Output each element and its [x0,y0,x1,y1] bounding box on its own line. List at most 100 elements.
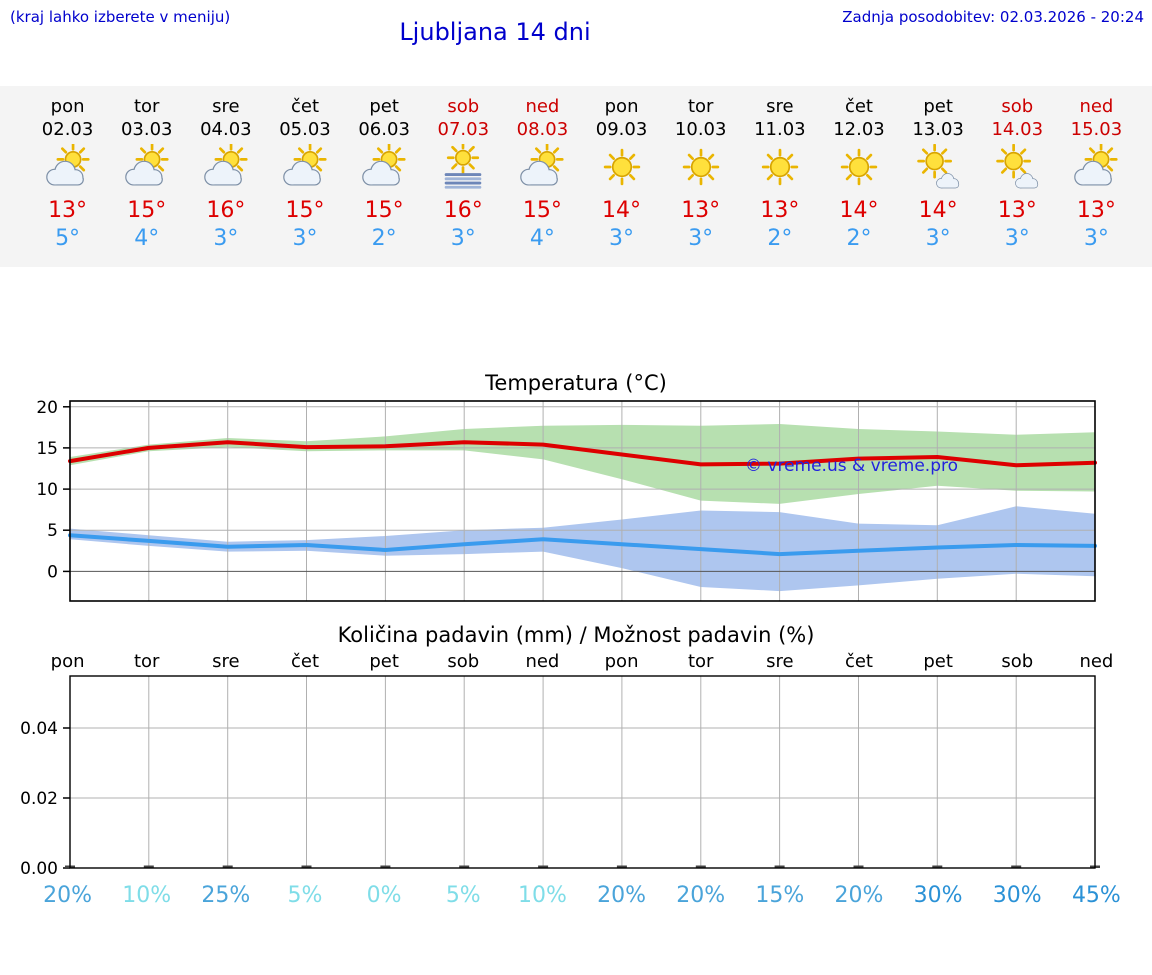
sun-cloud-icon [283,142,327,186]
day-name: čet [844,96,873,117]
forecast-strip: pon 02.03 13° 5° tor 03.03 15° 4° sre 04.03 16° 3° č… [0,86,1152,267]
precipitation-chart: 0.00 0.02 0.04 [20,675,1100,877]
day-date: 13.03 [912,119,964,140]
day-date: 12.03 [833,119,885,140]
precip-day-label: sre [212,651,240,672]
precip-zero-bar [143,865,154,868]
forecast-day-column: pon 09.03 14° 3° [582,96,661,251]
weather-icon-cell [978,143,1057,192]
temp-max: 13° [1076,198,1116,223]
sun-cloud-icon [204,142,248,186]
day-name: sob [447,96,480,117]
top-bar: (kraj lahko izberete v meniju) Ljubljana… [0,0,1152,52]
temp-max: 15° [364,198,404,223]
page-title: Ljubljana 14 dni [399,18,591,46]
forecast-day-column: sob 14.03 13° 3° [978,96,1057,251]
precip-day-label: sob [447,651,480,672]
precip-zero-bar [459,865,470,868]
temp-min: 4° [529,226,555,251]
precip-zero-bar [222,865,233,868]
temp-min: 5° [55,226,81,251]
max-temperature-range-band [70,424,1095,504]
temperature-chart-title: Temperatura (°C) [485,371,667,395]
sun-cloud-icon [45,142,90,186]
weather-icon-cell [740,144,819,192]
day-date: 02.03 [41,119,94,140]
temp-min: 2° [371,226,397,251]
watermark-link[interactable]: © vreme.us & vreme.pro [745,456,958,476]
precip-zero-bar [853,865,864,868]
precip-day-label: ned [1079,651,1114,672]
precip-probability: 5% [287,883,323,908]
precip-zero-bar [380,865,391,868]
precip-zero-bar [774,865,785,868]
precip-day-label: sre [766,651,794,672]
sun-cloud-icon [362,142,406,186]
precip-day-label: tor [133,651,160,672]
precipitation-chart-title: Količina padavin (mm) / Možnost padavin … [337,623,815,647]
precip-probability: 20% [597,883,646,908]
sun-icon [603,148,640,186]
temp-min: 3° [925,226,951,251]
precip-probability: 10% [122,883,172,908]
temp-max: 13° [997,198,1037,223]
precip-day-label: pet [923,651,953,672]
day-name: ned [525,96,560,117]
precip-day-label: sob [1001,651,1034,672]
day-date: 08.03 [516,119,569,140]
temp-min: 3° [609,226,635,251]
temp-min: 4° [134,226,160,251]
forecast-day-column: sre 11.03 13° 2° [740,96,819,251]
weather-icon-cell [582,144,661,192]
precip-zero-bar [616,865,627,868]
day-date: 09.03 [595,119,648,140]
weather-icon-cell [345,142,424,192]
precip-probability: 20% [676,883,726,908]
sun-small-cloud-icon [917,143,960,189]
temp-min: 3° [213,226,239,251]
temp-min: 3° [688,226,714,251]
weather-icon-cell [661,144,740,192]
precip-probability: 20% [43,883,93,908]
precipitation-probability-row: 20% 10% 25% 5% 0% 5% 10% 20% 20% 15% 20% 30% 30% 45% [0,883,1152,908]
precip-zero-bar [301,865,312,868]
temp-ytick-label: 0 [47,562,58,582]
day-date: 06.03 [358,119,410,140]
temp-ytick-label: 20 [36,398,58,418]
temp-max: 13° [760,198,800,223]
sun-cloud-icon [1074,142,1118,186]
day-name: sre [212,96,240,117]
weather-icon-cell [819,144,898,192]
sun-cloud-icon [124,142,169,186]
temp-max: 14° [839,198,879,223]
temp-min: 3° [1004,226,1030,251]
forecast-day-column: tor 10.03 13° 3° [661,96,740,251]
sun-icon [761,148,799,186]
day-name: ned [1079,96,1114,117]
temp-min: 3° [450,226,476,251]
weather-icon-cell [899,143,978,192]
precip-day-label: pon [50,651,85,672]
precip-probability: 45% [1071,883,1121,908]
min-temperature-range-band [70,506,1095,592]
day-name: sob [1001,96,1034,117]
weather-icon-cell [503,142,582,192]
precip-ytick-label: 0.00 [20,859,58,877]
weather-icon-cell [186,142,265,192]
precip-day-label: tor [687,651,714,672]
day-date: 05.03 [279,119,331,140]
precip-day-label: čet [844,651,873,672]
sun-icon [840,148,878,186]
temp-max: 15° [285,198,325,223]
precip-zero-bar [695,865,706,868]
forecast-day-column: sre 04.03 16° 3° [186,96,265,251]
last-updated: Zadnja posodobitev: 02.03.2026 - 20:24 [842,8,1144,26]
precip-probability: 0% [366,883,402,908]
precip-probability: 25% [201,883,251,908]
forecast-day-column: tor 03.03 15° 4° [107,96,186,251]
forecast-day-column: pon 02.03 13° 5° [28,96,107,251]
precip-ytick-label: 0.04 [20,719,58,739]
sun-cloud-icon [520,142,565,186]
temp-max: 16° [206,198,246,223]
weather-icon-cell [1057,142,1136,192]
